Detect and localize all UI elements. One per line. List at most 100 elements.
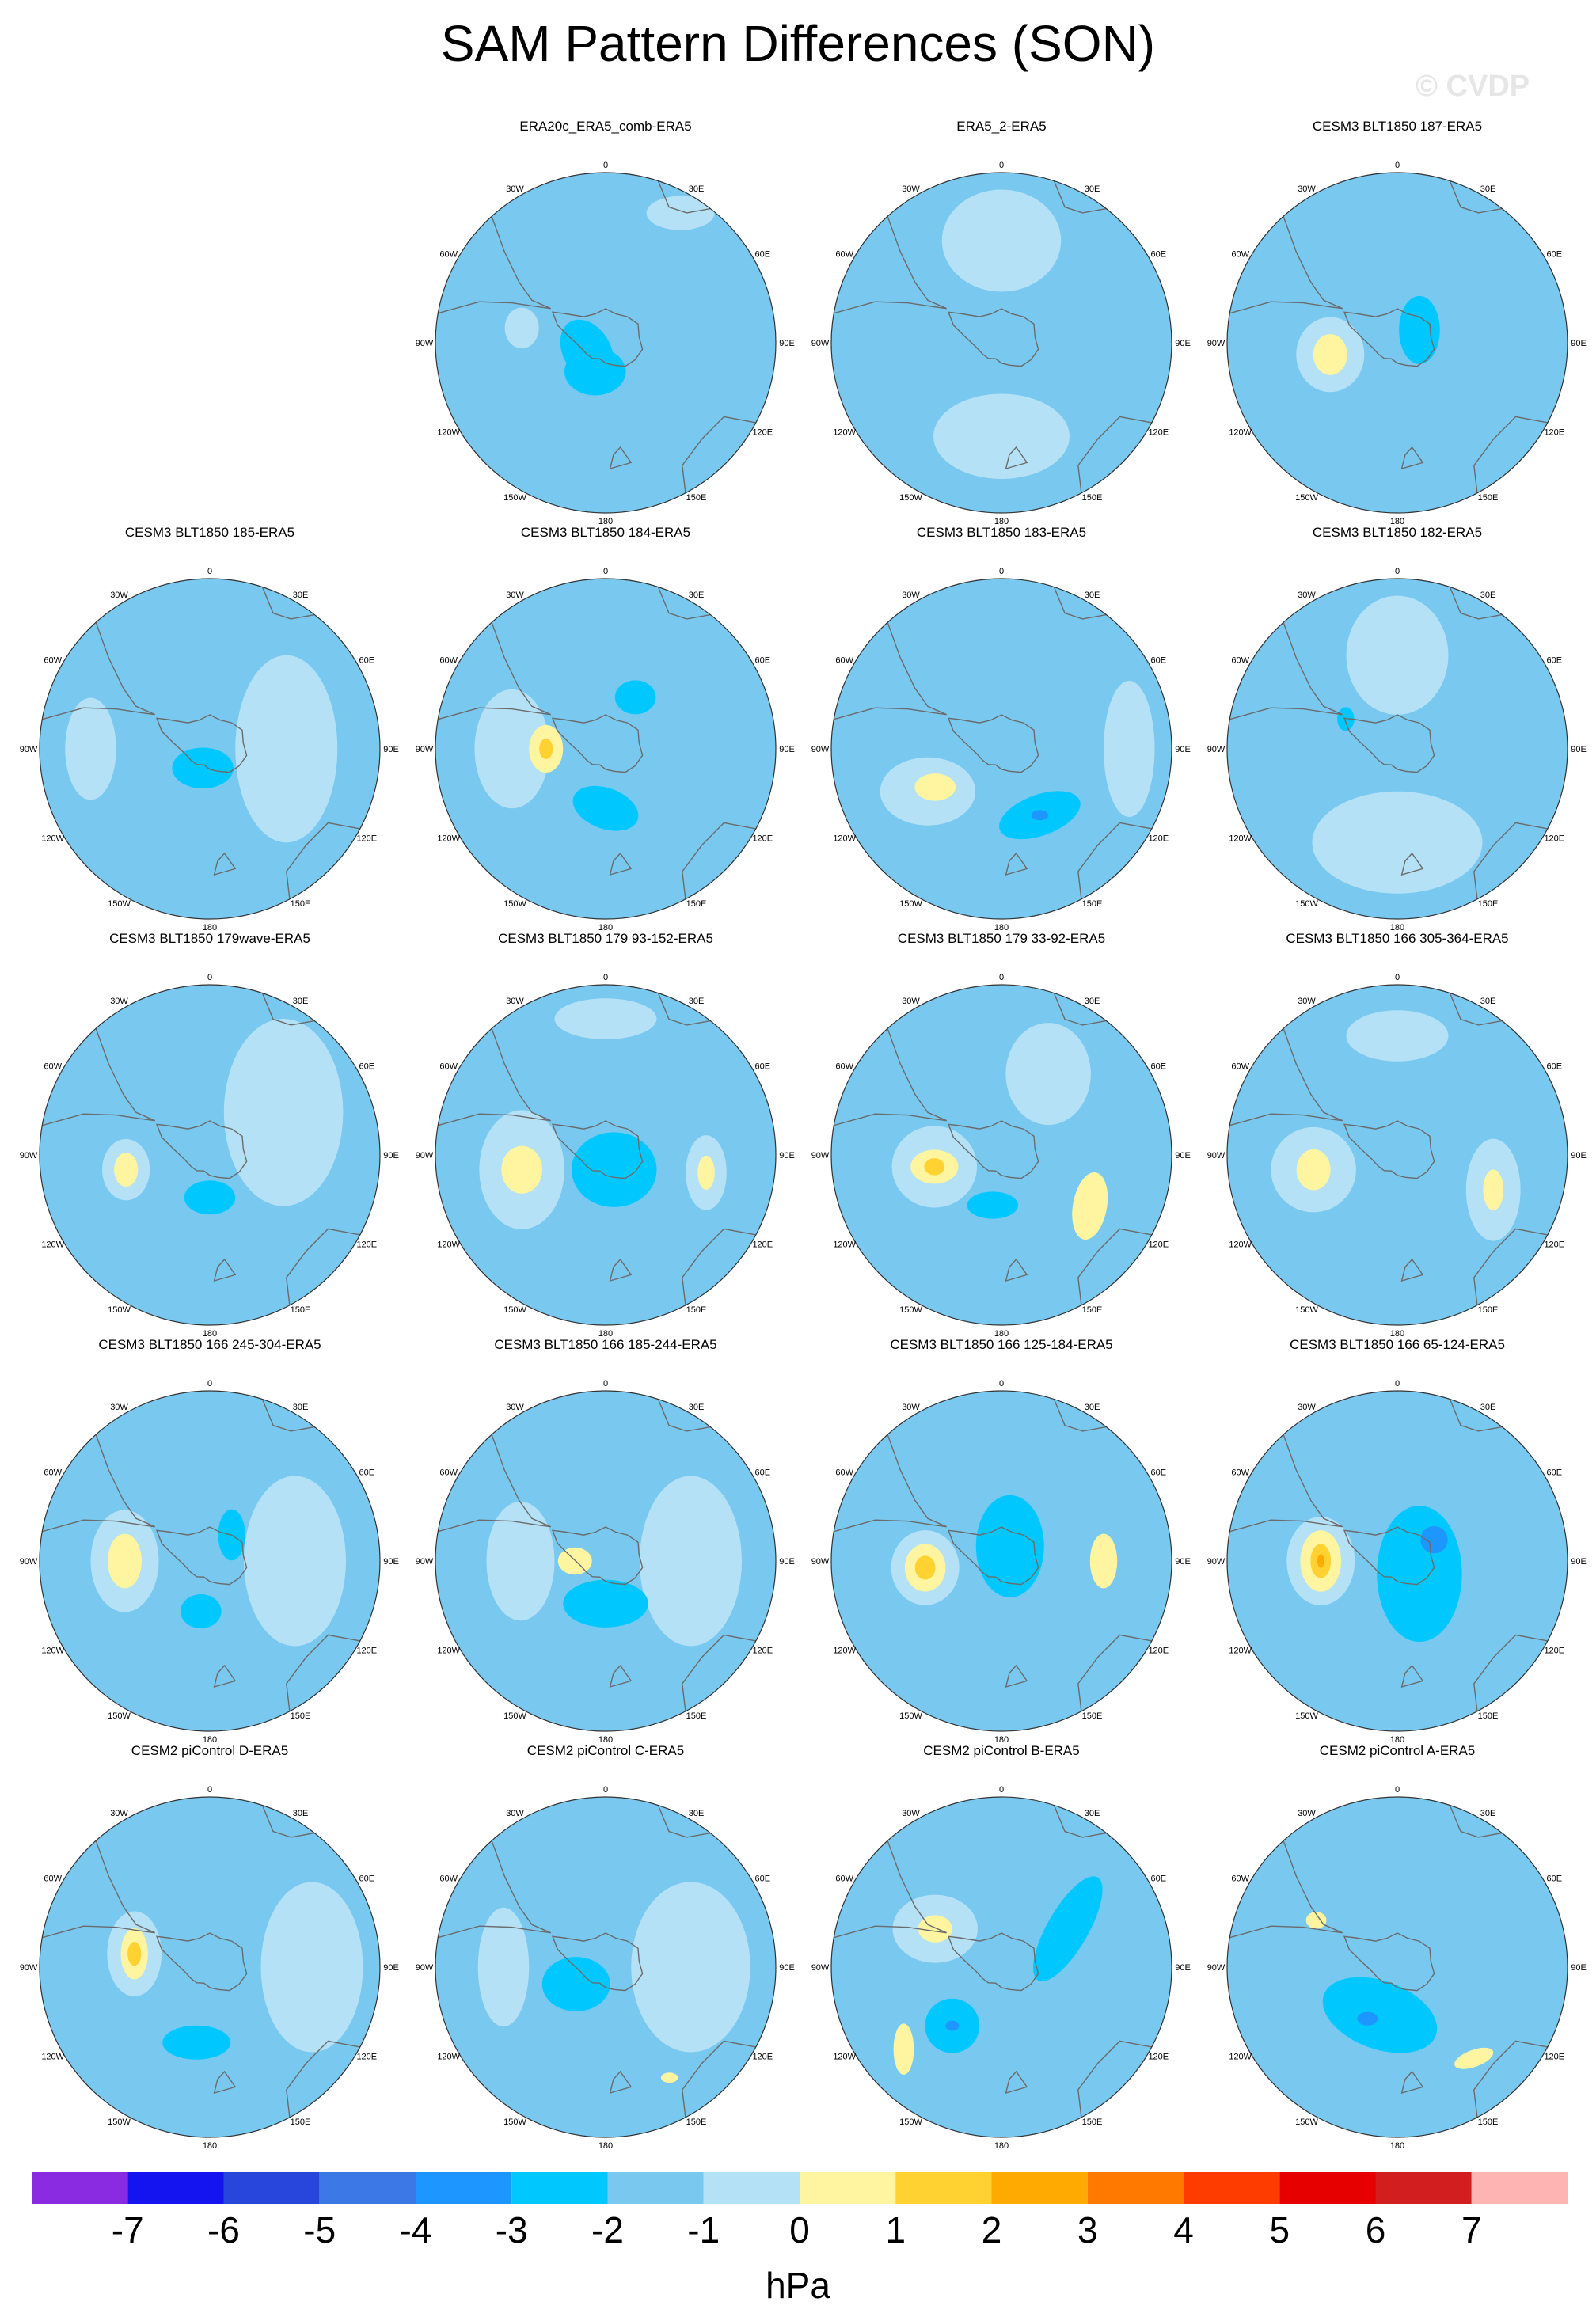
longitude-label: 0 [999, 1785, 1004, 1795]
longitude-label: 150E [1082, 1305, 1103, 1315]
longitude-label: 60W [44, 656, 62, 666]
longitude-label: 60E [359, 1062, 375, 1072]
panel-title: CESM3 BLT1850 187-ERA5 [1312, 119, 1483, 134]
longitude-label: 150W [1295, 2118, 1318, 2127]
contour-region [486, 1501, 555, 1621]
longitude-label: 30E [1480, 591, 1496, 600]
contour-region [501, 1145, 542, 1194]
coastline [1473, 2040, 1548, 2118]
longitude-label: 60E [1151, 1874, 1167, 1884]
contour-region [1337, 707, 1355, 731]
contour-region [180, 1594, 222, 1629]
longitude-label: 180 [598, 2141, 613, 2151]
contour-region [893, 2023, 914, 2075]
colorbar-tick-label: -2 [591, 2209, 624, 2251]
coastline [551, 308, 644, 367]
contour-region [260, 1882, 363, 2053]
polar-map: 0 30E 60E 90E 120E 150E 180 150W 120W 90W 60W 30W [800, 953, 1203, 1357]
coastline [834, 1027, 947, 1126]
map-outline [435, 578, 777, 920]
contour-region [504, 307, 539, 349]
contour-region [572, 785, 639, 831]
coastline [155, 1526, 248, 1586]
longitude-label: 0 [603, 1785, 608, 1795]
coastline [609, 446, 633, 470]
longitude-label: 150E [686, 899, 707, 909]
longitude-label: 150W [899, 493, 922, 503]
polar-map-svg: 0 30E 60E 90E 120E 150E 180 150W 120W 90W 60W 30W [20, 567, 399, 932]
coastline [947, 1120, 1039, 1179]
coastline [261, 587, 315, 620]
polar-map: 0 30E 60E 90E 120E 150E 180 150W 120W 90W 60W 30W [404, 141, 808, 545]
panel-title: CESM2 piControl D-ERA5 [131, 1743, 289, 1758]
figure-title: SAM Pattern Differences (SON) [440, 15, 1156, 72]
map-outline [1226, 1796, 1568, 2138]
coastline [42, 1027, 155, 1126]
coastline [1053, 1805, 1107, 1838]
longitude-label: 30W [902, 1403, 920, 1412]
polar-map: 0 30E 60E 90E 120E 150E 180 150W 120W 90W 60W 30W [404, 1359, 808, 1763]
coastline [1005, 852, 1028, 876]
longitude-label: 0 [603, 161, 608, 170]
longitude-label: 60W [1231, 1062, 1249, 1072]
longitude-label: 120W [1229, 428, 1252, 438]
longitude-label: 90W [416, 745, 434, 754]
contour-region [646, 196, 715, 230]
colorbar-bin [991, 2172, 1088, 2204]
coastline [1400, 1258, 1424, 1282]
longitude-label: 30E [293, 591, 309, 600]
polar-map-svg: 0 30E 60E 90E 120E 150E 180 150W 120W 90W 60W 30W [416, 1379, 795, 1745]
map-outline [39, 1390, 381, 1732]
longitude-label: 30E [689, 591, 705, 600]
map-outline [830, 172, 1172, 514]
longitude-label: 120E [1544, 1647, 1564, 1656]
longitude-label: 120E [1148, 2053, 1168, 2062]
colorbar-tick-label: -3 [495, 2209, 528, 2251]
longitude-label: 120W [437, 834, 460, 844]
longitude-label: 150W [1295, 899, 1318, 909]
longitude-label: 90W [1207, 339, 1226, 348]
longitude-label: 60E [1547, 250, 1563, 260]
longitude-label: 0 [999, 567, 1004, 576]
coastline [261, 1399, 315, 1432]
coastline [438, 1840, 551, 1939]
coastline [682, 2040, 756, 2118]
polar-map-svg: 0 30E 60E 90E 120E 150E 180 150W 120W 90W 60W 30W [811, 161, 1191, 526]
colorbar-bin [223, 2172, 320, 2204]
longitude-label: 180 [1390, 517, 1404, 526]
longitude-label: 150W [504, 1711, 526, 1721]
coastline [261, 993, 315, 1026]
coastline [1473, 1634, 1548, 1711]
longitude-label: 30W [110, 1403, 128, 1412]
longitude-label: 60W [835, 1062, 853, 1072]
longitude-label: 60W [439, 1468, 458, 1478]
coastline [438, 1434, 551, 1533]
longitude-label: 120W [41, 2053, 64, 2062]
contour-region [1312, 791, 1483, 894]
map-outline [830, 984, 1172, 1326]
longitude-label: 60W [835, 1468, 853, 1478]
longitude-label: 0 [603, 1379, 608, 1388]
coastline [1077, 1228, 1152, 1305]
contour-region [539, 739, 553, 759]
longitude-label: 120E [1148, 428, 1168, 438]
longitude-label: 30E [1085, 591, 1100, 600]
longitude-label: 60W [835, 656, 853, 666]
contour-region [477, 1907, 530, 2027]
watermark: © CVDP [1416, 70, 1530, 103]
panel-title: CESM3 BLT1850 182-ERA5 [1312, 525, 1483, 540]
polar-map: 0 30E 60E 90E 120E 150E 180 150W 120W 90W 60W 30W [8, 1765, 412, 2169]
polar-map: 0 30E 60E 90E 120E 150E 180 150W 120W 90W 60W 30W [1195, 547, 1596, 951]
polar-map-svg: 0 30E 60E 90E 120E 150E 180 150W 120W 90W 60W 30W [1207, 567, 1586, 932]
coastline [947, 308, 1039, 367]
polar-map: 0 30E 60E 90E 120E 150E 180 150W 120W 90W 60W 30W [1195, 953, 1596, 1357]
longitude-label: 150E [1082, 899, 1103, 909]
coastline [657, 993, 711, 1026]
contour-region [563, 1579, 648, 1628]
colorbar-tick-label: -4 [399, 2209, 432, 2251]
longitude-label: 150E [1478, 1711, 1499, 1721]
field-background [831, 1797, 1172, 2137]
colorbar-bin [1471, 2172, 1568, 2204]
coastline [438, 215, 551, 314]
map-outline [435, 984, 777, 1326]
